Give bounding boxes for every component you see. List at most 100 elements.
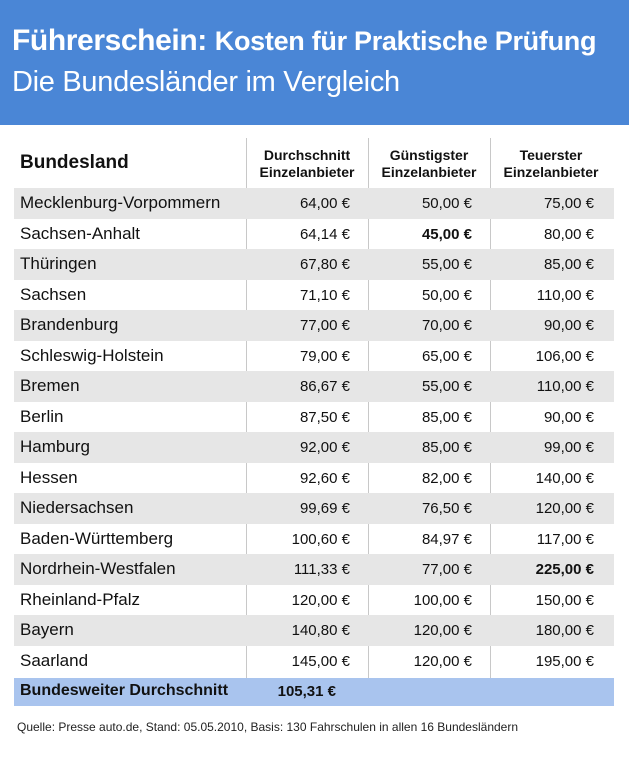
land-cell: Niedersachsen [20,498,134,517]
land-cell: Sachsen-Anhalt [20,223,141,243]
land-cell: Baden-Württemberg [20,528,174,548]
average-cell: 67,80 € [299,256,350,273]
table-row: Thüringen 67,80 € 55,00 € 85,00 € [14,249,614,280]
average-cell: 140,80 € [291,622,350,639]
most-expensive-cell: 80,00 € [543,225,594,243]
most-expensive-cell: 150,00 € [535,591,594,609]
table-row: Niedersachsen 99,69 € 76,50 € 120,00 € [14,493,614,524]
most-expensive-cell: 120,00 € [535,500,594,517]
most-expensive-cell: 75,00 € [543,195,594,212]
average-cell: 86,67 € [299,378,350,395]
average-cell: 64,14 € [299,225,350,243]
table-row: Berlin 87,50 € 85,00 € 90,00 € [14,402,614,433]
table-row: Sachsen-Anhalt 64,14 € 45,00 € 80,00 € [14,219,614,250]
column-divider [246,138,247,678]
table-row: Rheinland-Pfalz 120,00 € 100,00 € 150,00 € [14,585,614,616]
cheapest-cell: 85,00 € [421,408,472,426]
table-row: Hessen 92,60 € 82,00 € 140,00 € [14,463,614,494]
header-bundesland: Bundesland [20,152,129,173]
average-cell: 100,60 € [291,530,350,548]
header-cheapest: Günstigster Einzelanbieter [374,147,484,181]
land-cell: Hessen [20,467,78,487]
table-row: Mecklenburg-Vorpommern 64,00 € 50,00 € 75,0… [14,188,614,219]
average-cell: 71,10 € [299,286,350,304]
table-row: Nordrhein-Westfalen 111,33 € 77,00 € 225,00… [14,554,614,585]
header-average-line2: Einzelanbieter [259,164,355,180]
average-cell: 145,00 € [291,652,350,670]
average-cell: 120,00 € [291,591,350,609]
cheapest-cell: 55,00 € [421,256,472,273]
cheapest-cell: 77,00 € [421,561,472,578]
table-row: Bremen 86,67 € 55,00 € 110,00 € [14,371,614,402]
land-cell: Hamburg [20,437,90,456]
header-average: Durchschnitt Einzelanbieter [252,147,362,181]
land-cell: Bremen [20,376,80,395]
header-most-expensive: Teuerster Einzelanbieter [496,147,606,181]
average-cell: 87,50 € [299,408,350,426]
land-cell: Schleswig-Holstein [20,345,164,365]
cheapest-cell: 120,00 € [413,652,472,670]
header-most-expensive-line1: Teuerster [519,147,583,163]
total-label: Bundesweiter Durchschnitt [20,682,229,699]
table-body: Mecklenburg-Vorpommern 64,00 € 50,00 € 75,0… [14,188,614,676]
land-cell: Mecklenburg-Vorpommern [20,193,221,212]
table-header: Bundesland Durchschnitt Einzelanbieter G… [14,138,614,188]
table-row: Schleswig-Holstein 79,00 € 65,00 € 106,00 € [14,341,614,372]
header-average-line1: Durchschnitt [263,147,351,163]
total-value: 105,31 € [277,683,336,700]
cheapest-cell: 76,50 € [421,500,472,517]
most-expensive-cell: 117,00 € [536,530,594,548]
most-expensive-cell: 106,00 € [535,347,594,365]
most-expensive-cell: 140,00 € [535,469,594,487]
most-expensive-cell: 85,00 € [543,256,594,273]
land-cell: Berlin [20,406,64,426]
average-cell: 92,00 € [299,439,350,456]
cheapest-cell: 100,00 € [413,591,472,609]
land-cell: Nordrhein-Westfalen [20,559,176,578]
cheapest-cell: 82,00 € [421,469,472,487]
most-expensive-cell: 225,00 € [535,561,594,578]
cheapest-cell: 65,00 € [421,347,472,365]
table-row: Baden-Württemberg 100,60 € 84,97 € 117,00 € [14,524,614,555]
table-row: Hamburg 92,00 € 85,00 € 99,00 € [14,432,614,463]
cheapest-cell: 85,00 € [421,439,472,456]
table-row: Sachsen 71,10 € 50,00 € 110,00 € [14,280,614,311]
most-expensive-cell: 195,00 € [535,652,594,670]
page-title: Führerschein: Kosten für Praktische Prüf… [12,24,596,58]
header-most-expensive-line2: Einzelanbieter [503,164,599,180]
table-row: Saarland 145,00 € 120,00 € 195,00 € [14,646,614,677]
cheapest-cell: 84,97 € [421,530,472,548]
column-divider [490,138,491,678]
cheapest-cell: 50,00 € [421,195,472,212]
average-cell: 111,33 € [293,561,350,578]
average-cell: 77,00 € [299,317,350,334]
title-part2: Kosten für Praktische Prüfung [214,26,597,56]
most-expensive-cell: 180,00 € [535,622,594,639]
title-part1: Führerschein: [12,24,207,57]
most-expensive-cell: 110,00 € [536,378,594,395]
average-cell: 79,00 € [299,347,350,365]
cheapest-cell: 45,00 € [421,225,472,243]
average-cell: 64,00 € [299,195,350,212]
header-cheapest-line1: Günstigster [389,147,469,163]
source-note: Quelle: Presse auto.de, Stand: 05.05.201… [17,720,519,734]
most-expensive-cell: 99,00 € [543,439,594,456]
most-expensive-cell: 90,00 € [543,317,594,334]
total-row: Bundesweiter Durchschnitt 105,31 € [14,678,614,706]
cheapest-cell: 55,00 € [421,378,472,395]
cost-table: Bundesland Durchschnitt Einzelanbieter G… [14,138,614,706]
average-cell: 92,60 € [299,469,350,487]
cheapest-cell: 120,00 € [413,622,472,639]
table-row: Brandenburg 77,00 € 70,00 € 90,00 € [14,310,614,341]
land-cell: Thüringen [20,254,97,273]
column-divider [368,138,369,678]
most-expensive-cell: 110,00 € [536,286,594,304]
header-cheapest-line2: Einzelanbieter [381,164,477,180]
land-cell: Rheinland-Pfalz [20,589,141,609]
land-cell: Brandenburg [20,315,119,334]
cheapest-cell: 50,00 € [421,286,472,304]
most-expensive-cell: 90,00 € [543,408,594,426]
title-banner: Führerschein: Kosten für Praktische Prüf… [0,0,629,125]
land-cell: Bayern [20,620,74,639]
land-cell: Saarland [20,650,89,670]
